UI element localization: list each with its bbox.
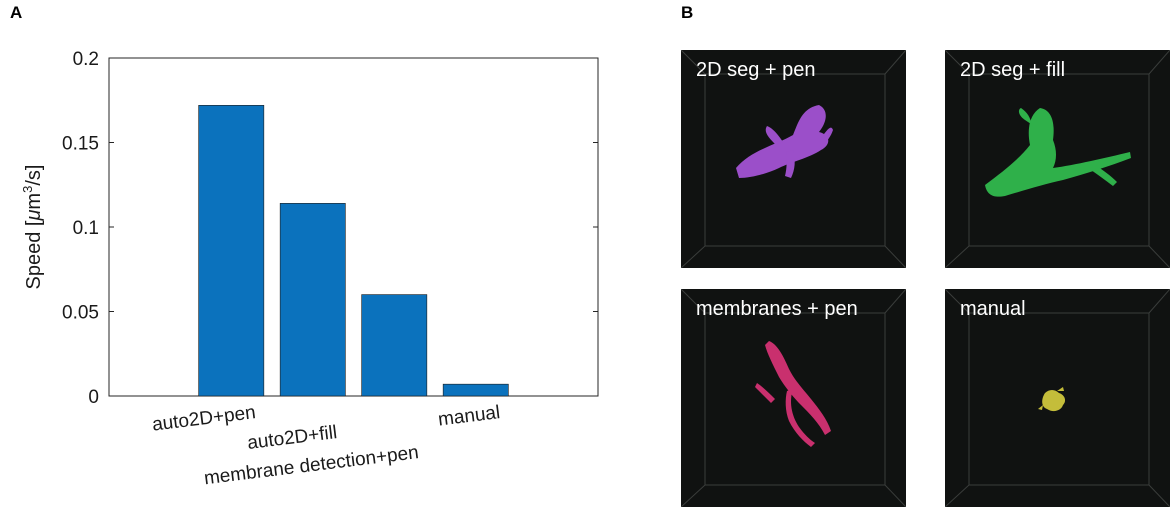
y-axis-label-unit: m [23, 193, 45, 210]
neuron-shape-fill [985, 108, 1131, 197]
category-label-3: manual [437, 402, 501, 430]
y-tick-label-4: 0.2 [73, 49, 99, 70]
y-tick-label-2: 0.1 [73, 218, 99, 239]
render-box-wireframe [945, 289, 1170, 507]
render-tile-3: membranes + pen [681, 289, 906, 507]
render-tile-1: 2D seg + pen [681, 50, 906, 268]
render-label-1: 2D seg + pen [696, 59, 816, 81]
render-graphic-2 [945, 50, 1170, 268]
y-axis-label: Speed [μm3/s] [20, 165, 45, 290]
bar-2 [361, 294, 428, 397]
category-label-2: membrane detection+pen [203, 442, 420, 489]
category-label-1: auto2D+fill [246, 422, 338, 454]
bar-3 [442, 383, 509, 397]
render-graphic-4 [945, 289, 1170, 507]
panel-letter-b: B [681, 3, 694, 22]
y-axis-label-prefix: Speed [ [23, 220, 45, 289]
render-tile-2: 2D seg + fill [945, 50, 1170, 268]
render-graphic-3 [681, 289, 906, 507]
neuron-shape-pen [736, 105, 833, 178]
panel-letter-a: A [10, 3, 23, 22]
render-box-wireframe [945, 50, 1170, 268]
y-ticks-group: 0 0.05 0.1 0.15 0.2 [62, 49, 598, 408]
bar-0 [198, 105, 265, 397]
render-box-wireframe [681, 289, 906, 507]
render-graphic-1 [681, 50, 906, 268]
render-tile-4: manual [945, 289, 1170, 507]
neuron-shape-manual [1038, 387, 1066, 412]
bar-1 [279, 203, 346, 397]
plot-area [108, 57, 599, 397]
y-tick-label-3: 0.15 [62, 134, 99, 155]
y-tick-label-1: 0.05 [62, 303, 99, 324]
render-box-wireframe [681, 50, 906, 268]
category-label-0: auto2D+pen [151, 402, 257, 436]
bar-chart: 0 0.05 0.1 0.15 0.2 auto2D+penauto2D+fillmem… [20, 49, 599, 489]
render-label-3: membranes + pen [696, 298, 858, 320]
render-label-2: 2D seg + fill [960, 59, 1066, 81]
bars-group [198, 105, 509, 397]
render-label-4: manual [960, 298, 1026, 320]
y-axis-label-sup: 3 [20, 186, 35, 193]
y-axis-label-mu: μ [23, 210, 45, 222]
neuron-shape-membranes [755, 341, 831, 447]
y-axis-label-suffix: /s] [23, 165, 45, 186]
y-tick-label-0: 0 [88, 387, 99, 408]
